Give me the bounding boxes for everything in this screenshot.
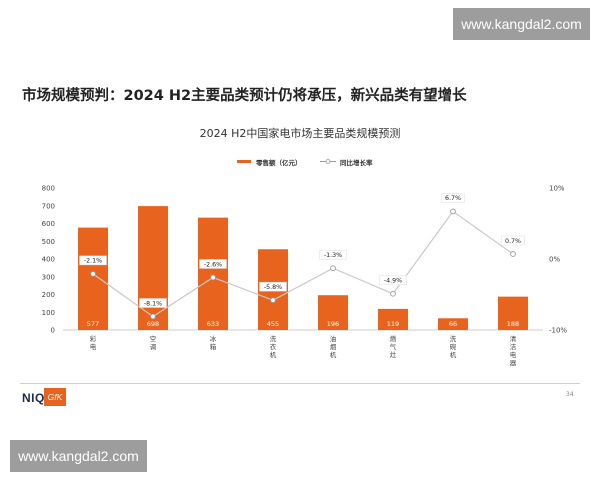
growth-label-box <box>319 249 347 260</box>
y-right-tick-label: 10% <box>549 185 565 193</box>
bar <box>198 217 228 330</box>
category-label: 彩 <box>90 334 97 343</box>
growth-label-text: 6.7% <box>445 195 461 202</box>
category-label: 燃 <box>390 334 397 343</box>
growth-label: 0.7% <box>501 235 525 246</box>
category-label: 烟 <box>330 342 337 351</box>
growth-label-box <box>441 193 465 203</box>
category-label: 机 <box>450 350 457 359</box>
growth-label-text: -1.3% <box>324 252 342 259</box>
bar-value-label: 196 <box>327 320 339 328</box>
growth-label-text: -2.6% <box>204 261 222 268</box>
gfk-logo: GfK <box>44 388 66 406</box>
growth-label-box <box>259 281 287 292</box>
category-label: 器 <box>510 359 517 367</box>
page-number: 34 <box>566 391 574 398</box>
category-label: 箱 <box>210 342 217 351</box>
growth-label: -2.1% <box>79 255 107 266</box>
category-label: 气 <box>390 342 397 351</box>
growth-line <box>92 210 514 318</box>
category-label: 洗 <box>450 334 457 343</box>
growth-label-text: -2.1% <box>84 258 102 265</box>
bar-value-label: 633 <box>207 320 219 328</box>
niq-logo: NIQ <box>22 391 45 405</box>
growth-label-box <box>79 255 107 266</box>
growth-label-box <box>199 259 227 269</box>
chart-legend: 零售额（亿元） 同比增长率 <box>237 158 373 167</box>
category-label: 机 <box>330 350 337 359</box>
growth-label: -4.9% <box>379 275 407 286</box>
legend-bar-swatch <box>237 160 251 163</box>
growth-point <box>150 313 156 320</box>
y-left-tick-label: 400 <box>42 256 55 264</box>
bar <box>438 318 468 330</box>
y-right-tick-label: -10% <box>549 327 567 335</box>
watermark-bottom: www.kangdal2.com <box>10 440 147 472</box>
growth-label-box <box>379 275 407 286</box>
footer-divider <box>20 383 580 384</box>
growth-point <box>210 274 216 281</box>
legend-bar-label: 零售额（亿元） <box>255 158 302 167</box>
growth-label: 6.7% <box>441 193 465 203</box>
growth-label: -1.3% <box>319 249 347 260</box>
category-label: 衣 <box>270 342 277 351</box>
category-label: 机 <box>270 350 277 359</box>
bar <box>318 295 348 330</box>
growth-point <box>510 251 516 257</box>
growth-label-text: -8.1% <box>144 300 162 307</box>
legend-line-marker <box>325 159 331 164</box>
growth-label: -2.6% <box>199 259 227 269</box>
growth-label: -8.1% <box>139 298 167 308</box>
category-label: 空 <box>150 334 157 343</box>
category-label: 调 <box>150 342 157 351</box>
bar-value-label: 66 <box>449 320 457 328</box>
bar <box>78 227 108 330</box>
y-left-tick-label: 600 <box>42 220 55 228</box>
category-label: 洗 <box>270 334 277 343</box>
y-left-tick-label: 500 <box>42 238 55 246</box>
category-label: 洁 <box>510 342 517 351</box>
growth-label-box <box>139 298 167 308</box>
y-left-tick-label: 800 <box>42 185 55 193</box>
growth-label-text: -4.9% <box>384 278 402 285</box>
growth-point <box>450 208 456 215</box>
growth-label: -5.8% <box>259 281 287 292</box>
bar <box>138 206 168 330</box>
category-label: 清 <box>510 334 517 343</box>
growth-label-box <box>501 235 525 246</box>
growth-point <box>390 290 396 297</box>
y-left-tick-label: 700 <box>42 202 55 210</box>
bar-value-label: 577 <box>87 320 99 328</box>
growth-point <box>90 271 96 277</box>
growth-point <box>270 297 276 304</box>
legend-line-label: 同比增长率 <box>340 158 373 167</box>
page-headline: 市场规模预判：2024 H2主要品类预计仍将承压，新兴品类有望增长 <box>22 88 467 104</box>
bar-value-label: 188 <box>507 320 519 328</box>
growth-label-text: -5.8% <box>264 284 282 291</box>
bar <box>498 296 528 330</box>
category-label: 油 <box>330 334 337 343</box>
y-left-tick-label: 100 <box>42 309 55 317</box>
watermark-top: www.kangdal2.com <box>453 8 590 40</box>
growth-point <box>330 265 336 272</box>
category-label: 碗 <box>450 342 457 351</box>
y-left-tick-label: 0 <box>51 327 55 335</box>
bar-value-label: 119 <box>387 320 399 328</box>
category-label: 电 <box>510 350 517 359</box>
growth-label-text: 0.7% <box>505 238 521 245</box>
category-label: 电 <box>90 342 97 351</box>
bar-value-label: 698 <box>147 320 159 328</box>
category-label: 冰 <box>210 334 217 343</box>
y-left-tick-label: 300 <box>42 273 55 281</box>
y-right-tick-label: 0% <box>549 256 560 264</box>
bar <box>378 308 408 330</box>
chart-title: 2024 H2中国家电市场主要品类规模预测 <box>199 127 401 140</box>
bar-value-label: 455 <box>267 320 279 328</box>
category-label: 灶 <box>390 350 397 359</box>
y-left-tick-label: 200 <box>42 291 55 299</box>
